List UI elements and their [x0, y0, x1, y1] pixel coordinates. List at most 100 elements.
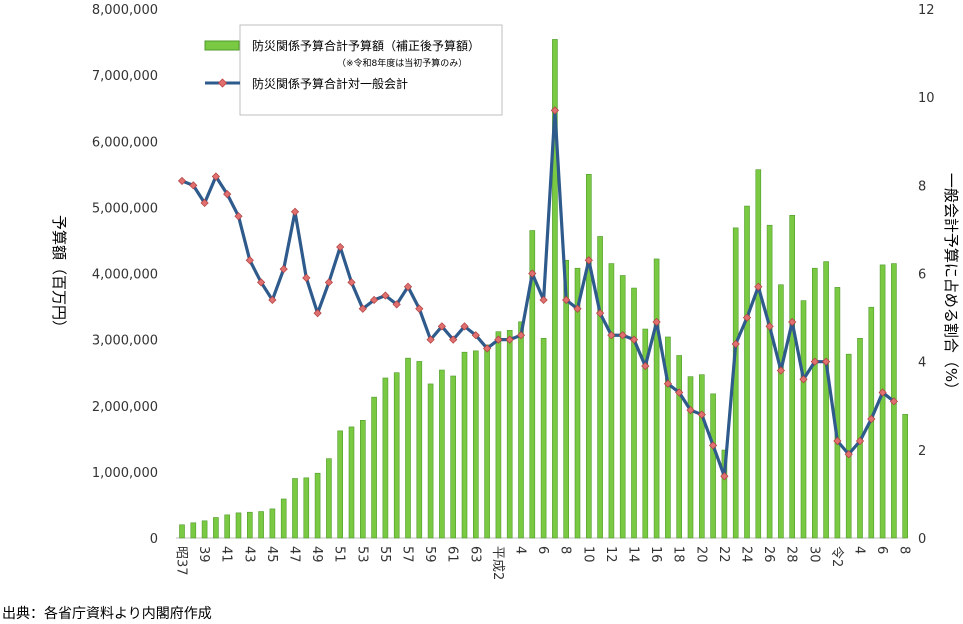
point: [358, 304, 367, 313]
bar: [585, 174, 592, 539]
right-tick-label: 6: [918, 268, 926, 283]
bar: [721, 449, 728, 539]
x-tick-label: 14: [626, 546, 641, 563]
point: [822, 357, 831, 366]
x-tick-label: 59: [422, 546, 437, 563]
point: [539, 295, 548, 305]
bar: [902, 414, 909, 539]
point: [347, 278, 356, 287]
point: [257, 278, 266, 287]
x-tick-label: 18: [671, 546, 686, 563]
bar: [574, 267, 581, 539]
bar: [710, 393, 716, 539]
point: [471, 331, 480, 340]
point: [742, 313, 752, 322]
series-line: [181, 108, 895, 478]
bar: [269, 508, 276, 539]
left-tick-label: 5,000,000: [92, 201, 158, 216]
bar: [642, 328, 649, 539]
bar: [472, 350, 479, 539]
point: [381, 291, 390, 300]
legend-line-label: 防災関係予算合計対一般会計: [252, 76, 408, 91]
point: [403, 282, 413, 291]
point: [788, 317, 797, 327]
point: [528, 269, 537, 278]
x-tick-label: 12: [603, 546, 618, 563]
point: [709, 441, 718, 450]
bar: [382, 377, 389, 539]
bar: [439, 369, 445, 539]
bar: [676, 355, 683, 539]
bar: [235, 512, 242, 539]
left-tick-label: 7,000,000: [92, 69, 158, 84]
point: [392, 300, 401, 309]
bar: [292, 478, 298, 539]
bar: [698, 374, 705, 539]
point: [516, 331, 526, 340]
bar: [179, 524, 185, 539]
point: [855, 436, 865, 446]
point: [596, 309, 605, 318]
point: [460, 322, 469, 331]
x-tick-label: 令2: [829, 546, 844, 567]
bar: [518, 321, 524, 539]
bar: [529, 230, 536, 539]
point: [324, 278, 333, 287]
point: [844, 450, 853, 459]
x-tick-label: 8: [897, 546, 912, 554]
point: [313, 309, 322, 318]
bar: [314, 472, 321, 539]
bar: [303, 477, 310, 539]
point: [483, 344, 492, 353]
x-tick-label: 8: [558, 546, 573, 554]
bar: [619, 275, 626, 539]
x-tick-label: 28: [784, 546, 799, 563]
bar: [280, 498, 287, 539]
point: [686, 406, 695, 415]
point: [629, 335, 639, 344]
bar: [326, 458, 332, 539]
bar: [755, 169, 762, 539]
bar: [371, 396, 377, 539]
bar: [789, 215, 796, 539]
bar: [337, 430, 344, 539]
point: [290, 207, 300, 216]
bar: [495, 331, 502, 539]
left-tick-label: 8,000,000: [92, 3, 158, 18]
bar: [416, 361, 423, 539]
point: [641, 361, 650, 371]
point: [177, 176, 187, 186]
right-axis-title: 一般会計予算に占める割合（%）: [942, 173, 960, 397]
point: [731, 339, 740, 349]
bar: [744, 205, 750, 539]
bar: [563, 259, 570, 539]
x-tick-label: 53: [354, 546, 369, 563]
x-tick-label: 20: [693, 546, 708, 563]
bar: [552, 39, 558, 539]
x-tick-label: 55: [377, 546, 392, 563]
x-tick-label: 4: [513, 546, 528, 554]
left-tick-label: 3,000,000: [92, 334, 158, 349]
bar: [450, 375, 457, 539]
point: [697, 410, 706, 419]
point: [652, 317, 661, 327]
bar: [665, 336, 671, 539]
bar: [823, 261, 829, 539]
point: [799, 375, 808, 384]
point: [211, 172, 220, 181]
bar: [800, 300, 807, 539]
point: [810, 357, 819, 366]
point: [889, 397, 898, 406]
left-tick-label: 0: [150, 532, 158, 547]
bar: [405, 357, 411, 539]
chart: 0 1,000,000 2,000,000 3,000,000 4,000,000 5,0…: [50, 3, 960, 580]
x-tick-label: 61: [445, 546, 460, 563]
right-tick-label: 10: [918, 91, 935, 106]
point: [550, 106, 559, 115]
x-tick-label: 24: [739, 546, 754, 563]
point: [223, 190, 232, 199]
point: [573, 304, 582, 313]
bar: [506, 330, 513, 539]
x-tick-label: 30: [806, 546, 821, 563]
point: [562, 295, 571, 305]
